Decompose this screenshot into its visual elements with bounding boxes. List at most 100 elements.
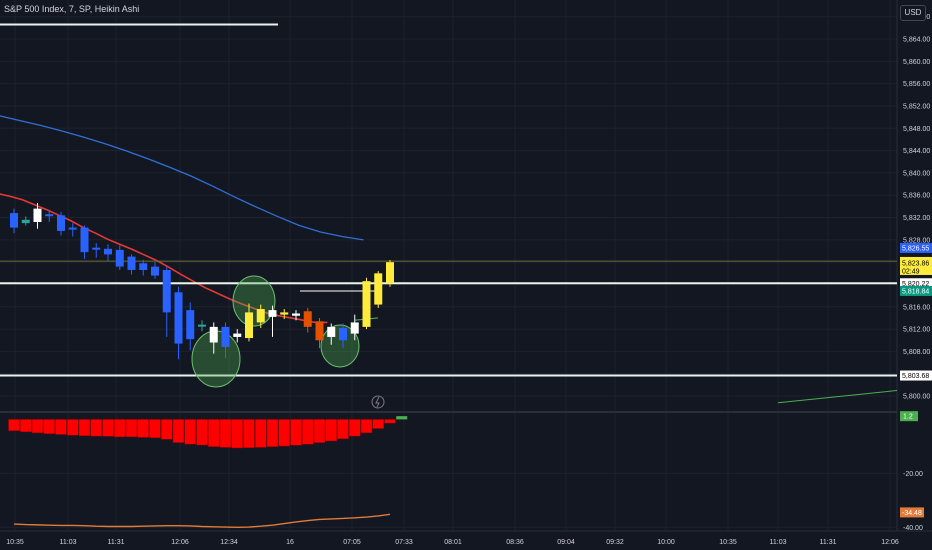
candle-body [256, 309, 265, 323]
candle-body [339, 328, 347, 341]
histogram-bar [114, 419, 126, 438]
projection-line [777, 389, 898, 404]
histogram-bar [161, 419, 173, 440]
candle-body [327, 326, 336, 337]
histogram-bar [349, 419, 361, 437]
price-tick-label: 5,860.00 [903, 59, 930, 66]
histogram-bar [384, 419, 396, 424]
price-tick-label: 5,852.00 [903, 103, 930, 110]
histogram-bar [78, 419, 91, 437]
price-label-2: 5,820.22 [902, 281, 929, 288]
candle-body [127, 256, 136, 270]
candle-body [209, 326, 218, 343]
lightning-icon [375, 396, 380, 408]
osc-tick-label: -20.00 [903, 471, 923, 478]
time-tick-label: 09:32 [606, 539, 624, 546]
event-marker-icon [371, 395, 385, 409]
candle-body [350, 322, 359, 334]
price-tick-label: 5,800.00 [903, 394, 930, 401]
osc-line-value-bg [900, 507, 924, 518]
time-tick-label: 07:33 [395, 539, 413, 546]
histogram-bar [302, 419, 314, 445]
histogram-bar [31, 419, 44, 434]
histogram-bar [125, 419, 138, 438]
time-tick-label: 11:31 [820, 539, 837, 546]
candle-body [186, 310, 195, 340]
time-tick-label: 12:34 [220, 539, 238, 546]
time-tick-label: 07:05 [343, 539, 361, 546]
oscillator-line [13, 513, 391, 529]
candle-body [292, 313, 300, 316]
price-label-3: 5,818.84 [902, 288, 929, 295]
histogram-bar [290, 419, 302, 446]
histogram-bar [208, 419, 220, 447]
time-tick-label: 11:31 [108, 539, 125, 546]
time-tick-label: 11:03 [770, 539, 787, 546]
candle-body [57, 215, 65, 231]
price-tick-label: 5,840.00 [903, 170, 930, 177]
time-tick-label: 16 [286, 539, 294, 546]
candle-body [374, 273, 383, 305]
price-tick-label: 5,836.00 [903, 193, 930, 200]
chart-title: S&P 500 Index, 7, SP, Heikin Ashi [4, 4, 140, 14]
histogram-bar [360, 419, 373, 434]
candle-body [92, 247, 101, 250]
histogram-bar [172, 419, 185, 443]
candle-body [45, 214, 54, 217]
highlight-circle-1 [232, 275, 276, 327]
histogram-bar [337, 419, 349, 440]
price-tick-label: 5,832.00 [903, 215, 930, 222]
histogram-bar [55, 419, 67, 435]
histogram-bar [266, 419, 279, 447]
candle-body [80, 227, 89, 253]
histogram-bar [184, 419, 196, 445]
candle-body [303, 311, 312, 327]
candle-body [104, 248, 112, 255]
price-label-4: 5,803.68 [902, 373, 929, 380]
candle-body [151, 266, 159, 276]
histogram-bar [149, 419, 161, 438]
price-tick-label: 5,848.00 [903, 126, 930, 133]
histogram-bar [90, 419, 102, 437]
candle-body [221, 326, 230, 347]
candle-body [362, 281, 371, 327]
price-tick-label: 5,864.00 [903, 37, 930, 44]
histogram-bar [43, 419, 55, 434]
histogram-bar [313, 419, 326, 443]
candle-body [33, 208, 42, 223]
candle-body [115, 249, 124, 267]
histogram-bar [67, 419, 79, 436]
candle-body [233, 333, 242, 337]
histogram-bar [255, 419, 267, 448]
candle-body [139, 263, 148, 270]
histogram-bar [231, 419, 243, 449]
time-tick-label: 12:06 [171, 539, 189, 546]
price-tick-label: 5,856.00 [903, 81, 930, 88]
candle-body [280, 312, 289, 315]
osc-line-value-label: -34.48 [902, 510, 922, 517]
histogram-bar [278, 419, 290, 447]
price-tick-label: 5,808.00 [903, 349, 930, 356]
histogram-bar [8, 419, 20, 431]
histogram-bar [325, 419, 337, 442]
histogram-bar [20, 419, 32, 433]
currency-button[interactable]: USD [900, 5, 926, 21]
histogram-bar [137, 419, 149, 438]
time-tick-label: 12:06 [881, 539, 899, 546]
price-label-bg-0 [900, 242, 932, 253]
candle-body [386, 262, 394, 284]
candle-body [245, 312, 253, 339]
price-tick-label: 5,812.00 [903, 327, 930, 334]
price-label-1: 5,823.86 [902, 260, 929, 267]
price-label-countdown: 02:49 [902, 268, 920, 275]
candle-body [268, 310, 277, 317]
time-tick-label: 10:00 [657, 539, 675, 546]
osc-tick-label: -40.00 [903, 525, 923, 532]
histogram-bar-last [396, 416, 408, 420]
histogram-bar [102, 419, 114, 437]
price-label-0: 5,826.55 [902, 245, 929, 252]
candle-body [162, 269, 171, 313]
price-tick-label: 5,844.00 [903, 148, 930, 155]
